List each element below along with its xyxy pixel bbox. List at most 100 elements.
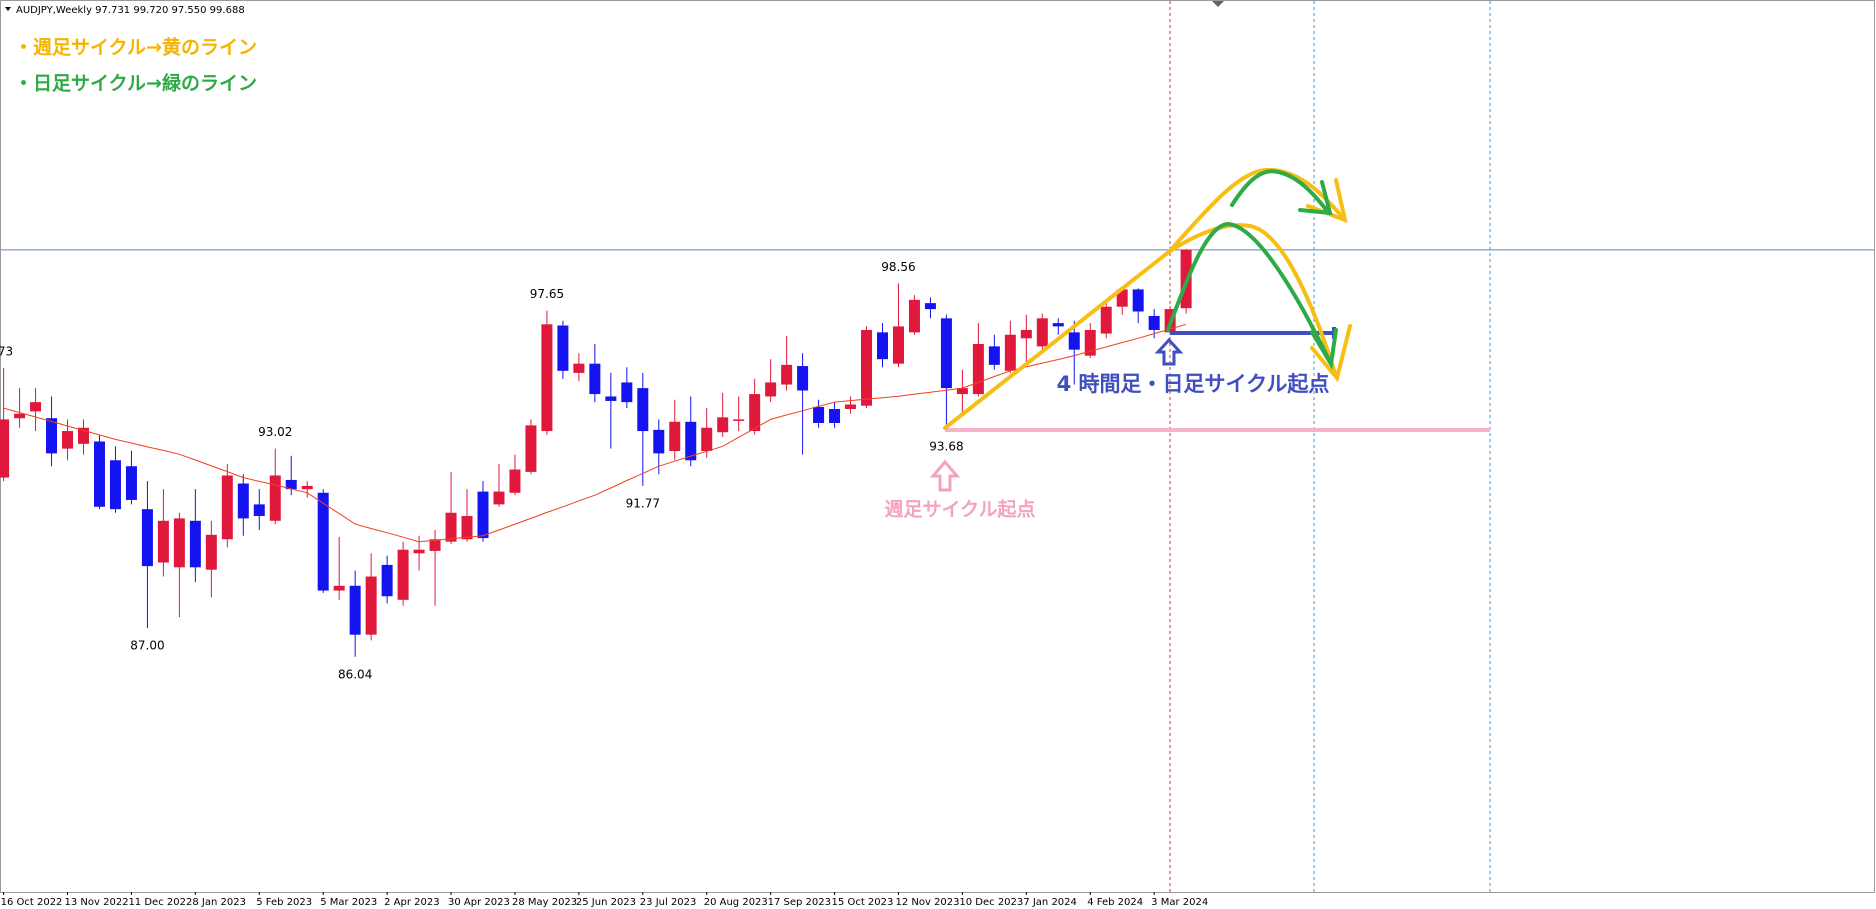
green-curve (1166, 221, 1332, 364)
candle-body (189, 520, 201, 568)
candle-body (892, 326, 904, 364)
moving-average (3, 323, 1187, 543)
candle-body (589, 363, 601, 395)
candle-body (1020, 329, 1032, 339)
low-label: 93.68 (929, 439, 963, 453)
candle-body (333, 585, 345, 591)
x-tick-label: 13 Nov 2022 (65, 897, 129, 908)
x-tick-label: 5 Mar 2023 (320, 897, 377, 908)
candle-body (1004, 334, 1016, 371)
green-arrowhead (1310, 328, 1338, 370)
candle-body (669, 421, 681, 452)
pink-arrow (929, 459, 961, 492)
x-tick-label: 5 Feb 2023 (256, 897, 312, 908)
candle-body (877, 332, 888, 360)
low-label: 87.00 (130, 639, 164, 653)
x-tick-label: 12 Nov 2023 (895, 897, 959, 908)
candle-body (1148, 315, 1160, 330)
candle-body (621, 382, 633, 403)
candle-body (701, 427, 713, 452)
candle-body (605, 396, 617, 401)
candle-body (109, 460, 121, 510)
candle-body (1052, 323, 1064, 327)
candle-body (557, 325, 569, 371)
candle-body (1132, 289, 1144, 312)
candle-body (908, 299, 920, 333)
x-tick-label: 8 Jan 2023 (192, 897, 246, 908)
candle-body (349, 585, 361, 635)
annotation: ・日足サイクル→緑のライン (14, 72, 257, 95)
high-label: 97.65 (530, 287, 564, 301)
candle-body (797, 366, 809, 391)
x-tick-label: 7 Jan 2024 (1023, 897, 1077, 908)
candle-body (78, 427, 89, 444)
candle-body (733, 419, 745, 421)
high-label: .73 (0, 344, 13, 358)
annotation: 4 時間足・日足サイクル起点 (1057, 372, 1330, 396)
candle-body (717, 417, 729, 433)
candle-body (269, 475, 281, 521)
candle-body (525, 425, 537, 472)
candle-body (765, 382, 777, 397)
candle-body (30, 402, 42, 412)
candle-body (141, 509, 153, 567)
yellow-curve (943, 167, 1345, 430)
candle-body (749, 394, 761, 432)
x-tick-label: 28 May 2023 (512, 897, 577, 908)
candle-body (221, 475, 233, 540)
x-tick-label: 15 Oct 2023 (832, 897, 894, 908)
x-tick-label: 30 Apr 2023 (448, 897, 510, 908)
green-lines (1166, 169, 1338, 370)
candle-body (988, 346, 1000, 365)
green-curve (1230, 169, 1330, 214)
candle-body (14, 413, 26, 419)
candle-body (413, 549, 425, 554)
low-label: 86.04 (338, 667, 372, 681)
green-arrowhead (1298, 180, 1333, 216)
candle-body (285, 479, 297, 490)
candle-body (125, 466, 137, 500)
x-tick-label: 20 Aug 2023 (704, 897, 768, 908)
candle-body (685, 421, 697, 461)
candle-body (541, 324, 553, 432)
candle-body (173, 518, 185, 568)
candle-body (1036, 318, 1048, 347)
candle-body (62, 431, 74, 449)
candle-body (429, 539, 441, 551)
candle-body (477, 491, 489, 539)
blue-arrow (1154, 337, 1184, 366)
candle-body (445, 512, 457, 542)
candle-body (1084, 329, 1096, 356)
annotation: ・週足サイクル→黄のライン (14, 36, 257, 59)
candle-body (637, 388, 649, 432)
candle-body (253, 504, 265, 517)
header-icon (5, 7, 11, 11)
candle-body (381, 564, 393, 597)
candle-body (956, 388, 968, 395)
candle-body (365, 576, 377, 635)
candle-body (46, 418, 58, 454)
candle-body (972, 343, 984, 395)
x-tick-label: 4 Feb 2024 (1087, 897, 1143, 908)
candle-body (573, 363, 585, 373)
x-tick-label: 17 Sep 2023 (768, 897, 831, 908)
candle-body (845, 404, 857, 409)
x-tick-label: 3 Mar 2024 (1151, 897, 1208, 908)
candle-body (157, 520, 169, 563)
candle-body (1100, 306, 1112, 334)
candle-body (317, 492, 329, 591)
candle-body (813, 406, 825, 423)
candle-body (461, 516, 473, 540)
candle-body (1068, 332, 1080, 350)
low-label: 91.77 (626, 496, 660, 510)
candle-body (237, 483, 249, 519)
yellow-curve (1168, 223, 1338, 378)
candle-body (93, 441, 105, 507)
candle-body (924, 303, 936, 310)
candle-body (493, 491, 505, 505)
candle-body (861, 329, 873, 406)
yellow-arrowhead (1310, 324, 1352, 383)
x-tick-label: 25 Jun 2023 (576, 897, 636, 908)
